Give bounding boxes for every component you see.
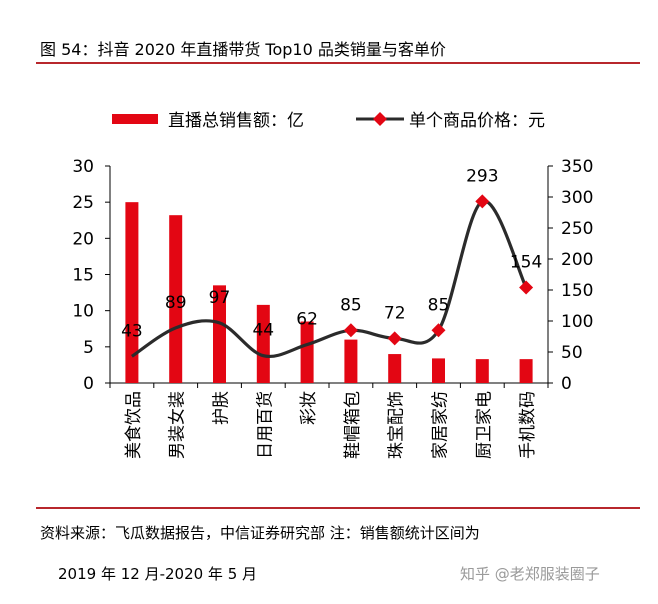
price-marker — [475, 194, 490, 209]
legend-line-marker — [373, 112, 387, 126]
left-tick-label: 0 — [83, 374, 94, 394]
right-tick-label: 200 — [561, 250, 593, 270]
price-label: 72 — [384, 303, 406, 323]
price-label: 89 — [165, 293, 187, 313]
right-tick-label: 300 — [561, 188, 593, 208]
source-note-date: 2019 年 12 月-2020 年 5 月 — [58, 565, 257, 583]
category-label: 日用百货 — [255, 391, 275, 459]
price-label: 43 — [121, 321, 143, 341]
left-tick-label: 25 — [72, 193, 94, 213]
bar — [475, 359, 489, 383]
category-label: 鞋帽箱包 — [343, 391, 363, 459]
watermark: 知乎 @老郑服装圈子 — [460, 565, 600, 583]
title-rule — [36, 62, 640, 64]
category-label: 男装女装 — [168, 391, 188, 459]
category-label: 厨卫家电 — [474, 391, 494, 459]
chart: 直播总销售额：亿 单个商品价格：元 05101520253005010015020… — [72, 111, 593, 459]
price-marker — [387, 331, 402, 346]
price-marker — [519, 280, 534, 295]
bar — [388, 354, 402, 383]
price-label: 85 — [340, 295, 362, 315]
price-label: 97 — [209, 288, 231, 308]
bar-series — [125, 202, 533, 383]
left-tick-label: 30 — [72, 157, 94, 177]
right-tick-label: 0 — [561, 374, 572, 394]
category-label: 彩妆 — [299, 391, 319, 425]
price-label: 154 — [510, 253, 542, 273]
right-tick-label: 150 — [561, 281, 593, 301]
bar — [344, 339, 358, 383]
legend-line-label: 单个商品价格：元 — [409, 111, 545, 131]
bar — [213, 285, 226, 383]
category-label: 珠宝配饰 — [387, 391, 407, 459]
source-rule — [36, 507, 640, 509]
bar — [432, 358, 445, 383]
category-labels: 美食饮品 男装女装 护肤 日用百货 彩妆 鞋帽箱包 珠宝配饰 家居家纺 厨卫家电 手机数码 — [124, 391, 538, 459]
category-label: 护肤 — [212, 391, 232, 425]
right-tick-label: 250 — [561, 219, 593, 239]
price-label: 85 — [428, 295, 450, 315]
category-label: 家居家纺 — [431, 391, 451, 459]
left-tick-label: 5 — [83, 338, 94, 358]
legend: 直播总销售额：亿 单个商品价格：元 — [112, 111, 545, 131]
bar — [125, 202, 139, 383]
bar — [169, 215, 183, 383]
category-label: 手机数码 — [518, 391, 538, 459]
source-note: 资料来源：飞瓜数据报告，中信证券研究部 注：销售额统计区间为 — [40, 524, 480, 542]
left-tick-label: 15 — [72, 266, 94, 286]
price-label: 44 — [252, 321, 274, 341]
line-series: 43 89 97 44 62 85 72 85 293 154 — [121, 166, 542, 359]
legend-bar-swatch — [112, 114, 158, 124]
bar — [256, 304, 270, 383]
chart-title: 图 54：抖音 2020 年直播带货 Top10 品类销量与客单价 — [40, 40, 446, 59]
price-marker — [343, 323, 358, 338]
right-tick-label: 50 — [561, 343, 583, 363]
price-label: 293 — [466, 166, 498, 186]
right-tick-label: 350 — [561, 157, 593, 177]
bar — [300, 321, 314, 383]
right-tick-label: 100 — [561, 312, 593, 332]
legend-bar-label: 直播总销售额：亿 — [168, 111, 304, 131]
price-marker — [431, 323, 446, 338]
price-line — [131, 199, 528, 359]
left-tick-label: 10 — [72, 302, 94, 322]
bar — [519, 359, 533, 383]
left-tick-label: 20 — [72, 229, 94, 249]
category-label: 美食饮品 — [124, 391, 144, 459]
price-label: 62 — [296, 310, 318, 330]
